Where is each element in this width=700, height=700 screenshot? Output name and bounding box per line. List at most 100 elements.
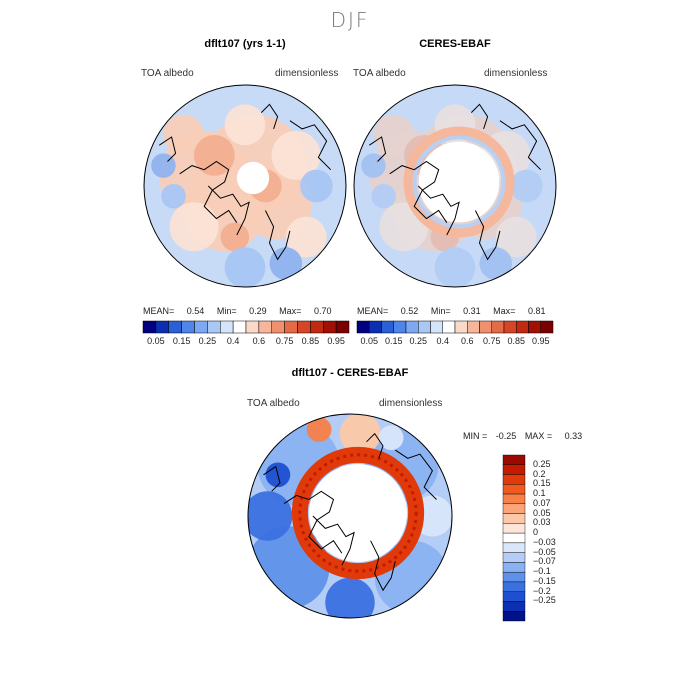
panel2-max-label: Max=	[493, 306, 516, 316]
coastline	[312, 515, 355, 566]
colorbar-swatch	[502, 493, 526, 505]
albedo-region	[169, 202, 219, 252]
panel3-max-label: MAX =	[524, 431, 553, 441]
panel1-mean-value: 0.54	[186, 306, 205, 316]
panel2-colorbar-ticks: 0.05 0.15 0.25 0.4 0.6 0.75 0.85 0.95	[357, 336, 553, 348]
panel1-units-label: dimensionless	[275, 68, 339, 79]
panel2-min-label: Min=	[430, 306, 451, 316]
colorbar-tick-label: 0.6	[460, 336, 474, 346]
panel3-variable-label: TOA albedo	[247, 398, 300, 409]
colorbar-swatch	[418, 320, 431, 334]
coastline	[470, 103, 489, 130]
panel3-max-value: 0.33	[564, 431, 583, 441]
albedo-region	[224, 247, 266, 287]
panel3-units-label: dimensionless	[379, 398, 443, 409]
colorbar-swatch	[502, 562, 526, 573]
albedo-region	[220, 222, 250, 252]
colorbar-swatch	[258, 320, 272, 334]
coastline	[474, 210, 501, 261]
panel1-map	[143, 84, 347, 288]
colorbar-swatch	[310, 320, 324, 334]
colorbar-swatch	[502, 581, 526, 592]
panel2-map	[353, 84, 557, 288]
colorbar-tick-label: 0.95	[327, 336, 345, 346]
colorbar-tick-label: −0.15	[533, 575, 556, 586]
panel1-colorbar	[142, 320, 350, 334]
panel3-stats: MIN = -0.25 MAX = 0.33	[463, 431, 582, 441]
panel1-variable-label: TOA albedo	[141, 68, 194, 79]
colorbar-swatch	[297, 320, 311, 334]
colorbar-swatch	[502, 542, 526, 553]
albedo-region	[479, 247, 513, 280]
colorbar-tick-label: 0.03	[533, 517, 551, 528]
colorbar-tick-label: 0.05	[147, 336, 165, 346]
colorbar-tick-label: 0.6	[252, 336, 266, 346]
colorbar-swatch	[502, 513, 526, 524]
colorbar-tick-label: −0.25	[533, 595, 556, 606]
panel1-min-value: 0.29	[249, 306, 267, 316]
colorbar-tick-label: 0.05	[533, 507, 551, 518]
colorbar-swatch	[381, 320, 394, 334]
polar-night-mask	[418, 141, 500, 223]
panel2-variable-label: TOA albedo	[353, 68, 406, 79]
colorbar-tick-label: 0.07	[533, 497, 551, 508]
coastline	[369, 136, 387, 162]
colorbar-swatch	[502, 552, 526, 563]
colorbar-swatch	[194, 320, 208, 334]
panel2-stats: MEAN= 0.52 Min= 0.31 Max= 0.81	[357, 306, 563, 316]
coastlines	[369, 103, 542, 261]
colorbar-swatch	[502, 611, 526, 622]
colorbar-tick-label: 0.15	[384, 336, 403, 346]
colorbar-tick-label: 0.1	[533, 488, 546, 499]
coastlines	[159, 103, 332, 261]
panel1-min-label: Min=	[216, 306, 237, 316]
albedo-region	[285, 216, 327, 258]
albedo-region	[495, 216, 537, 258]
colorbar-swatch	[502, 503, 526, 514]
panel3-colorbar	[502, 454, 526, 622]
panel3-min-value: -0.25	[495, 431, 517, 441]
albedo-region	[371, 183, 396, 209]
colorbar-swatch	[356, 320, 370, 334]
albedo-region	[434, 247, 476, 287]
colorbar-tick-label: 0.75	[275, 336, 294, 346]
panel3-min-label: MIN =	[463, 431, 488, 441]
colorbar-swatch	[220, 320, 234, 334]
colorbar-swatch	[142, 320, 157, 334]
colorbar-tick-label: 0	[533, 527, 539, 538]
colorbar-swatch	[369, 320, 382, 334]
panel1-colorbar-ticks: 0.05 0.15 0.25 0.4 0.6 0.75 0.85 0.95	[143, 336, 349, 348]
coastline	[417, 185, 460, 236]
colorbar-swatch	[528, 320, 541, 334]
colorbar-tick-label: −0.2	[533, 585, 551, 596]
colorbar-swatch	[491, 320, 505, 334]
colorbar-tick-label: −0.03	[533, 536, 556, 547]
colorbar-tick-label: −0.05	[533, 546, 556, 557]
colorbar-swatch	[323, 320, 337, 334]
coastline	[264, 210, 291, 261]
colorbar-swatch	[479, 320, 492, 334]
colorbar-swatch	[502, 571, 526, 583]
colorbar-swatch	[502, 601, 526, 612]
albedo-region	[161, 183, 186, 209]
colorbar-tick-label: 0.25	[198, 336, 217, 346]
colorbar-swatch	[207, 320, 221, 334]
coastline	[207, 185, 250, 236]
colorbar-tick-label: 0.4	[436, 336, 450, 346]
panel1-mean-label: MEAN=	[143, 306, 175, 316]
coastline	[260, 103, 279, 130]
coastline	[263, 465, 281, 492]
colorbar-swatch	[405, 320, 419, 334]
albedo-region	[271, 130, 321, 180]
colorbar-tick-label: 0.85	[507, 336, 526, 346]
difference-region	[248, 491, 293, 541]
colorbar-swatch	[454, 320, 468, 334]
difference-region	[339, 414, 381, 455]
map-border	[247, 413, 453, 619]
difference-region	[378, 425, 404, 451]
ring-band	[403, 126, 515, 238]
colorbar-swatch	[467, 320, 480, 334]
colorbar-tick-label: 0.95	[531, 336, 550, 346]
map-field	[354, 85, 556, 287]
colorbar-swatch	[232, 320, 247, 334]
